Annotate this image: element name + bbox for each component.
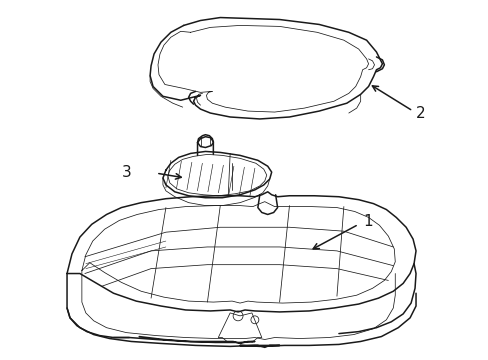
Text: 2: 2 <box>415 105 425 121</box>
Text: 3: 3 <box>122 165 131 180</box>
Text: 1: 1 <box>363 214 372 229</box>
